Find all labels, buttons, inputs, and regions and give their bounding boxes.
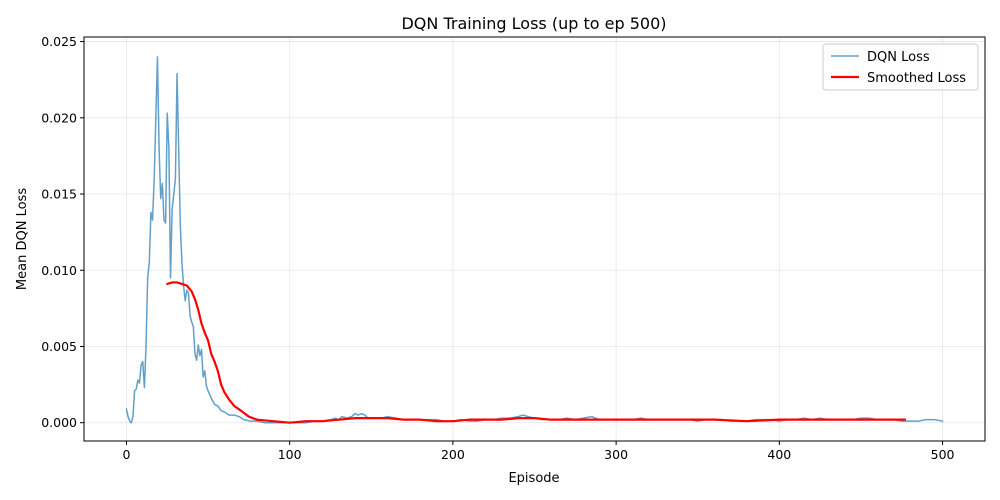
y-axis-label: Mean DQN Loss (15, 188, 30, 290)
y-tick-label: 0.015 (41, 187, 77, 202)
legend: DQN Loss Smoothed Loss (822, 43, 979, 91)
plot-frame (83, 36, 986, 442)
x-tick-label: 0 (122, 447, 130, 462)
legend-box (822, 43, 979, 91)
y-tick-label: 0.005 (41, 339, 77, 354)
y-tick-label: 0.020 (41, 110, 77, 125)
y-tick-label: 0.010 (41, 263, 77, 278)
x-tick-label: 500 (931, 447, 955, 462)
grid-lines (84, 37, 985, 441)
x-tick-label: 300 (604, 447, 628, 462)
legend-label-smoothed-loss: Smoothed Loss (867, 71, 966, 86)
x-tick-label: 100 (278, 447, 302, 462)
plot-lines (125, 56, 944, 424)
y-axis: 0.000 0.005 0.010 0.015 0.020 0.025 (41, 34, 84, 430)
x-axis: 0 100 200 300 400 500 (122, 441, 955, 462)
x-tick-label: 200 (441, 447, 465, 462)
series-line-smoothed-loss (166, 281, 907, 424)
legend-label-dqn-loss: DQN Loss (867, 50, 930, 65)
y-tick-label: 0.025 (41, 34, 77, 49)
chart-title: DQN Training Loss (up to ep 500) (401, 14, 666, 33)
y-tick-label: 0.000 (41, 415, 77, 430)
x-axis-label: Episode (508, 471, 559, 486)
x-tick-label: 400 (767, 447, 791, 462)
